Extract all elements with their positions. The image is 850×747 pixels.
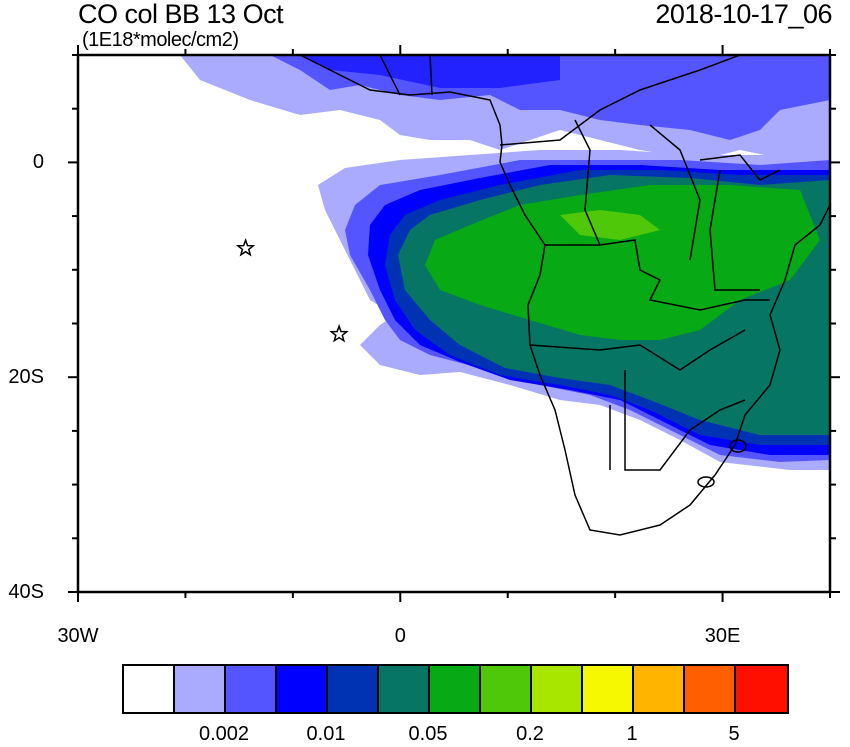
co-concentration-fill bbox=[180, 55, 830, 470]
colorbar-label: 0.002 bbox=[198, 723, 250, 745]
contour-level-3 bbox=[300, 55, 560, 88]
colorbar-swatch bbox=[124, 666, 175, 712]
star-marker-icon bbox=[235, 238, 256, 257]
colorbar-label: 0.01 bbox=[306, 723, 346, 745]
plot-title: CO col BB 13 Oct bbox=[78, 0, 284, 29]
star-marker-icon bbox=[329, 324, 349, 343]
colorbar-swatch bbox=[532, 666, 583, 712]
contour-level-6 bbox=[425, 185, 820, 340]
markers-layer bbox=[235, 238, 349, 343]
units-label: (1E18*molec/cm2) bbox=[82, 29, 239, 51]
colorbar-label: 1 bbox=[626, 723, 638, 745]
colorbar-swatch bbox=[379, 666, 430, 712]
colorbar bbox=[122, 664, 789, 714]
colorbar-label: 5 bbox=[728, 723, 740, 745]
x-tick-label: 0 bbox=[394, 625, 406, 647]
colorbar-swatch bbox=[175, 666, 226, 712]
x-tick-label: 30W bbox=[57, 625, 99, 647]
date-label: 2018-10-17_06 bbox=[655, 0, 832, 29]
colorbar-swatch bbox=[328, 666, 379, 712]
coastline bbox=[299, 55, 830, 536]
x-tick-label: 30E bbox=[704, 625, 741, 647]
y-tick-label: 20S bbox=[8, 366, 44, 389]
colorbar-swatch bbox=[685, 666, 736, 712]
colorbar-swatch bbox=[226, 666, 277, 712]
contour-level-7 bbox=[560, 210, 660, 240]
colorbar-label: 0.05 bbox=[408, 723, 448, 745]
axis-ticks bbox=[68, 45, 840, 602]
colorbar-swatch bbox=[481, 666, 532, 712]
y-tick-label: 40S bbox=[8, 581, 44, 603]
colorbar-swatch bbox=[634, 666, 685, 712]
colorbar-swatch bbox=[430, 666, 481, 712]
colorbar-swatch bbox=[583, 666, 634, 712]
y-tick-label: 0 bbox=[32, 151, 44, 174]
colorbar-swatch bbox=[736, 666, 787, 712]
colorbar-label: 0.2 bbox=[516, 723, 544, 745]
colorbar-swatch bbox=[277, 666, 328, 712]
